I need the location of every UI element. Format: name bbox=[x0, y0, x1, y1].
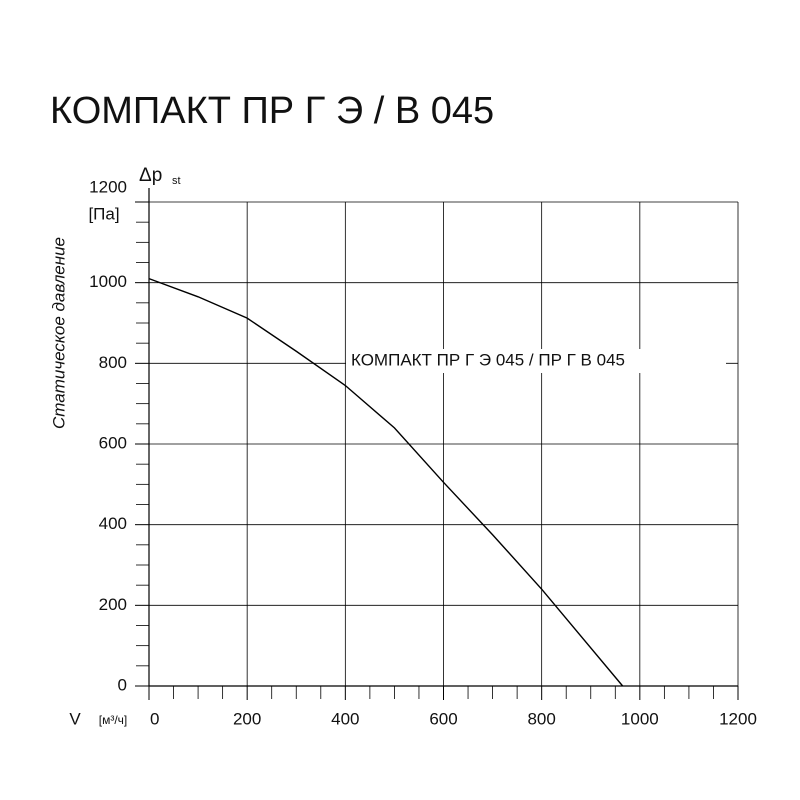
x-tick-label: 1200 bbox=[719, 709, 757, 728]
chart-title: КОМПАКТ ПР Г Э / В 045 bbox=[50, 90, 494, 132]
label-bg bbox=[346, 349, 726, 373]
y-unit: [Па] bbox=[88, 204, 119, 223]
y-tick-label: 800 bbox=[99, 353, 127, 372]
x-tick-label: 200 bbox=[233, 709, 261, 728]
y-axis-label: Статическое давление bbox=[49, 237, 68, 429]
y-tick-label: 1000 bbox=[89, 272, 127, 291]
x-tick-label: 600 bbox=[429, 709, 457, 728]
x-tick-label: 800 bbox=[527, 709, 555, 728]
x-tick-label: 400 bbox=[331, 709, 359, 728]
y-symbol-sub: st bbox=[172, 175, 181, 187]
y-tick-label: 400 bbox=[99, 514, 127, 533]
x-tick-label: 1000 bbox=[621, 709, 659, 728]
y-tick-label: 0 bbox=[118, 675, 127, 694]
x-tick-label: 0 bbox=[150, 709, 159, 728]
y-tick-label: 200 bbox=[99, 595, 127, 614]
y-tick-label: 600 bbox=[99, 433, 127, 452]
data-line bbox=[148, 277, 624, 687]
x-unit: [м³/ч] bbox=[99, 713, 128, 727]
y-symbol: Δp bbox=[139, 165, 162, 186]
y-tick-label: 1200 bbox=[89, 177, 127, 196]
series-label: КОМПАКТ ПР Г Э 045 / ПР Г В 045 bbox=[351, 350, 625, 369]
x-axis-label: V bbox=[69, 709, 81, 728]
